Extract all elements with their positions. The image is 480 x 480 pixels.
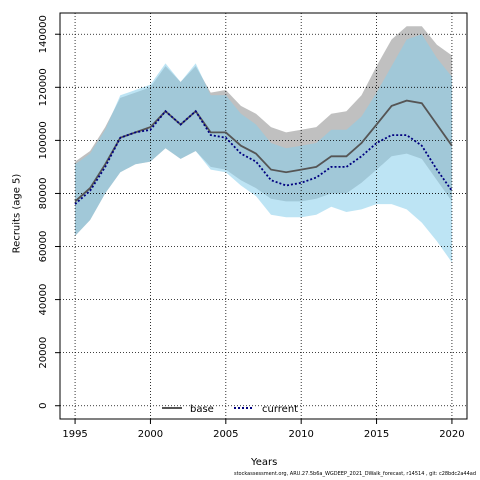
y-tick-label-100000: 100000	[38, 121, 49, 159]
x-tick-label-1995: 1995	[62, 429, 87, 440]
grid	[60, 13, 467, 419]
y-tick-label-140000: 140000	[38, 15, 49, 53]
confidence-bands	[75, 26, 452, 263]
x-tick-label-2020: 2020	[439, 429, 464, 440]
y-tick-label-40000: 40000	[38, 284, 49, 316]
y-tick-label-20000: 20000	[38, 337, 49, 369]
axes: 1995 2000 2005 2010 2015 2020 0 20000 40000 60000…	[38, 12, 468, 440]
x-tick-label-2015: 2015	[364, 429, 389, 440]
x-tick-label-2005: 2005	[213, 429, 238, 440]
footnote: stockassessment.org, ARU.27.5b6a_WGDEEP_…	[233, 471, 476, 477]
line-base	[74, 99, 453, 203]
legend-label-base: base	[190, 404, 214, 415]
line-current	[74, 109, 453, 205]
x-tick-label-2000: 2000	[138, 429, 163, 440]
y-axis-label: Recruits (age 5)	[11, 173, 23, 254]
y-tick-label-60000: 60000	[38, 231, 49, 263]
x-tick-label-2010: 2010	[288, 429, 313, 440]
x-axis-label: Years	[251, 457, 278, 468]
legend: base current	[162, 404, 298, 415]
series-lines	[74, 99, 453, 205]
band-current	[75, 34, 452, 263]
y-tick-label-120000: 120000	[38, 68, 49, 106]
y-tick-label-80000: 80000	[38, 178, 49, 210]
legend-label-current: current	[262, 404, 298, 415]
y-tick-label-0: 0	[38, 403, 49, 409]
plot-frame	[59, 12, 468, 420]
